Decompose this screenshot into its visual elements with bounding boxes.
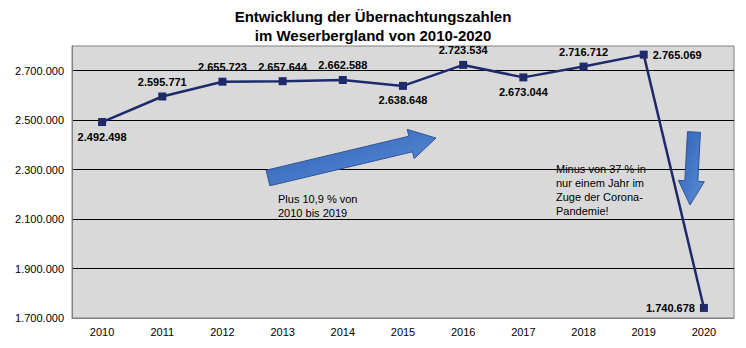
svg-text:nur einem Jahr im: nur einem Jahr im — [556, 177, 644, 189]
svg-text:2.500.000: 2.500.000 — [15, 114, 64, 126]
svg-text:2017: 2017 — [511, 326, 535, 338]
svg-text:2.657.644: 2.657.644 — [258, 61, 308, 73]
svg-text:2015: 2015 — [391, 326, 415, 338]
svg-text:2.638.648: 2.638.648 — [379, 94, 428, 106]
svg-text:2014: 2014 — [331, 326, 355, 338]
svg-text:2.300.000: 2.300.000 — [15, 164, 64, 176]
svg-text:2.700.000: 2.700.000 — [15, 65, 64, 77]
svg-text:2.723.534: 2.723.534 — [439, 44, 489, 56]
svg-text:im Weserbergland von 2010-2020: im Weserbergland von 2010-2020 — [255, 27, 492, 44]
svg-text:2.655.723: 2.655.723 — [198, 61, 247, 73]
svg-text:2020: 2020 — [692, 326, 716, 338]
svg-text:2010: 2010 — [90, 326, 114, 338]
svg-text:2.716.712: 2.716.712 — [559, 46, 608, 58]
svg-text:2016: 2016 — [451, 326, 475, 338]
svg-text:Entwicklung der Übernachtungsz: Entwicklung der Übernachtungszahlen — [235, 8, 512, 25]
svg-text:2.100.000: 2.100.000 — [15, 213, 64, 225]
svg-text:2.673.044: 2.673.044 — [499, 86, 549, 98]
svg-text:Plus 10,9 % von: Plus 10,9 % von — [278, 193, 358, 205]
svg-text:2.595.771: 2.595.771 — [138, 76, 187, 88]
svg-text:2018: 2018 — [571, 326, 595, 338]
svg-text:1.700.000: 1.700.000 — [15, 312, 64, 324]
svg-text:2.662.588: 2.662.588 — [318, 59, 367, 71]
svg-text:Zuge der Corona-: Zuge der Corona- — [556, 191, 643, 203]
svg-text:1.740.678: 1.740.678 — [646, 302, 695, 314]
svg-text:2019: 2019 — [631, 326, 655, 338]
svg-text:2013: 2013 — [270, 326, 294, 338]
svg-text:2012: 2012 — [210, 326, 234, 338]
svg-text:2.492.498: 2.492.498 — [78, 131, 127, 143]
svg-text:2.765.069: 2.765.069 — [653, 49, 702, 61]
svg-text:2010 bis 2019: 2010 bis 2019 — [278, 207, 347, 219]
svg-text:Pandemie!: Pandemie! — [556, 205, 609, 217]
svg-text:2011: 2011 — [150, 326, 174, 338]
svg-text:1.900.000: 1.900.000 — [15, 263, 64, 275]
svg-text:Minus von 37 % in: Minus von 37 % in — [556, 163, 646, 175]
